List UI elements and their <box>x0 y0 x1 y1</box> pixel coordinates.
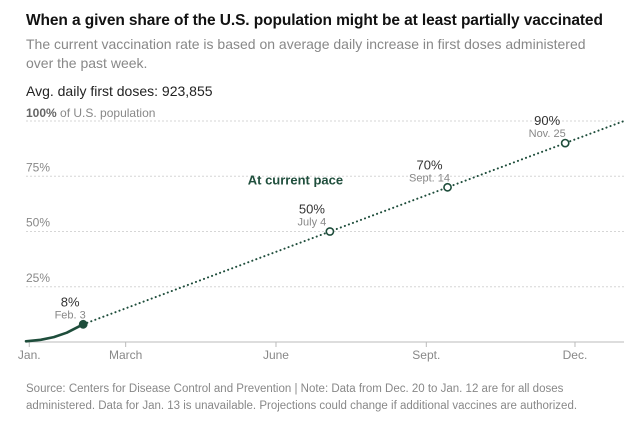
chart-title: When a given share of the U.S. populatio… <box>26 12 603 29</box>
milestone-date: Sept. 14 <box>409 172 450 184</box>
gridlines <box>26 120 624 288</box>
milestone-point <box>560 138 570 148</box>
y-tick-label: 25% <box>26 271 50 285</box>
x-tick-label: Sept. <box>412 348 440 362</box>
series-lines <box>24 120 625 343</box>
y-tick-label: 75% <box>26 160 50 174</box>
annotations: At current pace <box>248 173 343 188</box>
x-tick-label: June <box>263 348 289 362</box>
actual-line <box>24 322 85 343</box>
milestone-point <box>78 319 88 329</box>
x-axis: Jan. March June Sept. Dec. <box>18 341 624 362</box>
milestone-percent: 70% <box>417 157 443 172</box>
x-tick-label: March <box>109 348 142 362</box>
source-note: Source: Centers for Disease Control and … <box>26 383 578 412</box>
y-axis-top-label: 100% of U.S. population <box>26 106 155 120</box>
y-tick-labels: 25% 50% 75% <box>26 160 50 285</box>
pace-annotation: At current pace <box>248 173 343 188</box>
x-tick-label: Jan. <box>18 348 41 362</box>
projection-line <box>82 120 625 326</box>
y-tick-label: 50% <box>26 216 50 230</box>
milestone-date: Nov. 25 <box>529 128 566 140</box>
milestone-percent: 8% <box>61 294 80 309</box>
milestone-markers: 8%Feb. 3 50%July 4 70%Sept. 14 90%Nov. 25 <box>55 113 570 329</box>
x-tick-label: Dec. <box>563 348 588 362</box>
milestone-date: Feb. 3 <box>55 309 86 321</box>
chart-subtitle: The current vaccination rate is based on… <box>26 36 586 71</box>
milestone-point <box>443 182 452 192</box>
vaccination-chart: 100% of U.S. population 25% 50% 75% Jan. Ma… <box>18 106 625 362</box>
milestone-percent: 90% <box>534 113 560 128</box>
milestone-point <box>325 227 335 236</box>
avg-daily-doses: Avg. daily first doses: 923,855 <box>26 83 213 99</box>
milestone-date: July 4 <box>298 217 327 229</box>
milestone-percent: 50% <box>299 202 325 217</box>
